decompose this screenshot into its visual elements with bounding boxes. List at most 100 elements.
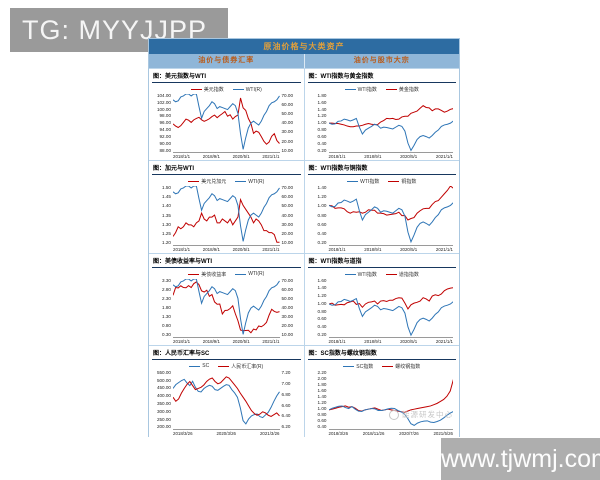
chart-title: 图：美元指数与WTI: [152, 70, 301, 83]
tick-label: 1.30: [162, 221, 171, 227]
tick-label: 0.30: [162, 332, 171, 338]
chart-cell: 图：WTI指数与道指 WTI指数 道指指数 1.60 1.40 1.20 1.00 0.8…: [304, 253, 459, 345]
tick-label: 1.60: [317, 277, 327, 283]
legend-swatch: [344, 273, 356, 275]
y-axis-left: 3.30 2.80 2.30 1.80 1.30 0.80 0.30: [152, 278, 173, 338]
tick-label: 0.40: [317, 230, 327, 236]
chart-body: 1.50 1.45 1.40 1.35 1.30 1.25 1.20 70.00 60.00 5…: [152, 186, 301, 246]
tick-label: 20.00: [281, 138, 294, 144]
tick-label: 2020/5/1: [232, 246, 250, 252]
legend-label: WTI(R): [248, 271, 265, 277]
chart-legend: WTI指数 道指指数: [308, 268, 457, 279]
line-plot: [329, 371, 454, 429]
tick-label: 7.20: [281, 369, 291, 375]
tick-label: 2.80: [162, 286, 171, 292]
tick-label: 0.20: [317, 239, 327, 245]
energy-center-watermark: 能源研发中心: [389, 409, 453, 420]
line-plot: [173, 279, 280, 337]
tick-label: 2.30: [162, 295, 171, 301]
tick-label: 6.60: [281, 402, 291, 408]
legend-label: 黄金指数: [398, 87, 419, 93]
tick-label: 450.00: [156, 385, 171, 391]
chart-legend: SC指数 螺纹钢指数: [308, 360, 457, 371]
chart-cell: 图：WTI指数与铜指数 WTI指数 铜指数 1.40 1.20 1.00 0.80 0.6…: [304, 161, 459, 253]
tick-label: 0.60: [317, 133, 327, 139]
tick-label: 400.00: [156, 393, 171, 399]
tick-label: 20.00: [281, 323, 294, 329]
tick-label: 2018/1/1: [173, 154, 191, 160]
tick-label: 0.40: [317, 324, 327, 330]
plot-area: [173, 186, 280, 246]
plot-area: [173, 371, 280, 430]
tick-label: 1.00: [317, 120, 327, 126]
legend-item: WTI(R): [235, 179, 264, 185]
panel-subheader: 油价与债券汇率 油价与股市大宗: [149, 54, 459, 68]
legend-item: 美元兑加元: [188, 178, 226, 185]
tick-label: 6.40: [281, 413, 291, 419]
chart-cell: 图：美债收益率与WTI 美债收益率 WTI(R) 3.30 2.80 2.30 1.80…: [149, 253, 304, 345]
chart-cell: 图：WTI指数与黄金指数 WTI指数 黄金指数 1.80 1.60 1.40 1.20 1…: [304, 69, 459, 161]
y-axis-left: 2.20 2.00 1.80 1.60 1.40 1.20 1.00 0.80 0.60 0.40: [308, 369, 329, 430]
tick-label: 7.00: [281, 380, 291, 386]
tick-label: 30.00: [281, 129, 294, 135]
legend-label: SC: [202, 363, 210, 370]
legend-swatch: [232, 89, 244, 90]
tick-label: 104.00: [156, 93, 171, 98]
tick-label: 94.00: [159, 127, 172, 133]
energy-logo-icon: [389, 409, 399, 420]
tick-label: 0.80: [317, 212, 327, 218]
line-plot: [173, 94, 280, 152]
legend-swatch: [188, 273, 200, 275]
legend-item: 美元指数: [190, 86, 224, 93]
tick-label: 2018/9/1: [202, 338, 220, 344]
tick-label: 2018/1/1: [173, 246, 191, 252]
chart-legend: 美元指数 WTI(R): [152, 83, 301, 94]
legend-item: WTI指数: [347, 178, 379, 185]
legend-label: WTI指数: [357, 271, 377, 278]
tick-label: 1.60: [317, 99, 327, 105]
tick-label: 1.20: [317, 113, 327, 119]
legend-item: 人民币汇率(R): [218, 363, 263, 370]
tick-label: 96.00: [159, 120, 172, 126]
series-line: [329, 298, 454, 335]
legend-label: WTI指数: [357, 87, 377, 93]
tick-label: 50.00: [281, 203, 294, 209]
legend-swatch: [343, 365, 355, 367]
y-axis-left: 1.50 1.45 1.40 1.35 1.30 1.25 1.20: [152, 186, 173, 245]
plot-area: [328, 94, 454, 154]
tick-label: 10.00: [281, 332, 294, 338]
series-line: [329, 186, 454, 220]
chart-title: 图：人民币汇率与SC: [152, 347, 301, 360]
x-axis: 2018/1/1 2018/9/1 2020/5/1 2021/1/1: [152, 338, 301, 344]
tick-label: 0.80: [317, 412, 327, 418]
tick-label: 88.00: [159, 147, 172, 153]
y-axis-right: 70.00 60.00 50.00 40.00 30.00 20.00 10.00: [280, 93, 301, 153]
tick-label: 0.80: [162, 323, 171, 329]
tick-label: 2021/1/1: [435, 154, 453, 160]
legend-swatch: [385, 89, 397, 90]
chart-title: 图：WTI指数与道指: [307, 255, 456, 268]
legend-item: WTI指数: [344, 86, 377, 93]
series-line: [173, 94, 280, 149]
tick-label: 2.00: [317, 375, 327, 381]
y-axis-left: 1.80 1.60 1.40 1.20 1.00 0.80 0.60 0.40 0.20: [308, 93, 329, 153]
site-watermark: www.tjwmj.com: [441, 438, 600, 480]
chart-legend: WTI指数 铜指数: [308, 175, 457, 186]
y-axis-left: 104.00 102.00 100.00 98.00 96.00 94.00 92.00 90…: [152, 93, 173, 153]
tick-label: 1.40: [162, 203, 171, 209]
tick-label: 2.20: [317, 369, 327, 375]
plot-area: [328, 279, 454, 338]
plot-area: [328, 371, 454, 430]
tick-label: 2021/5/26: [433, 431, 453, 436]
tick-label: 2018/11/26: [362, 431, 385, 436]
tick-label: 1.80: [162, 304, 171, 310]
tick-label: 60.00: [281, 286, 294, 292]
legend-label: WTI(R): [245, 86, 262, 93]
line-plot: [329, 94, 454, 152]
tick-label: 1.45: [162, 194, 171, 200]
tick-label: 1.20: [317, 400, 327, 406]
report-panel: 原油价格与大类资产 油价与债券汇率 油价与股市大宗 图：美元指数与WTI 美元指…: [148, 38, 460, 437]
legend-item: 美债收益率: [188, 271, 226, 278]
tick-label: 1.20: [162, 239, 171, 245]
y-axis-right: [453, 371, 456, 430]
